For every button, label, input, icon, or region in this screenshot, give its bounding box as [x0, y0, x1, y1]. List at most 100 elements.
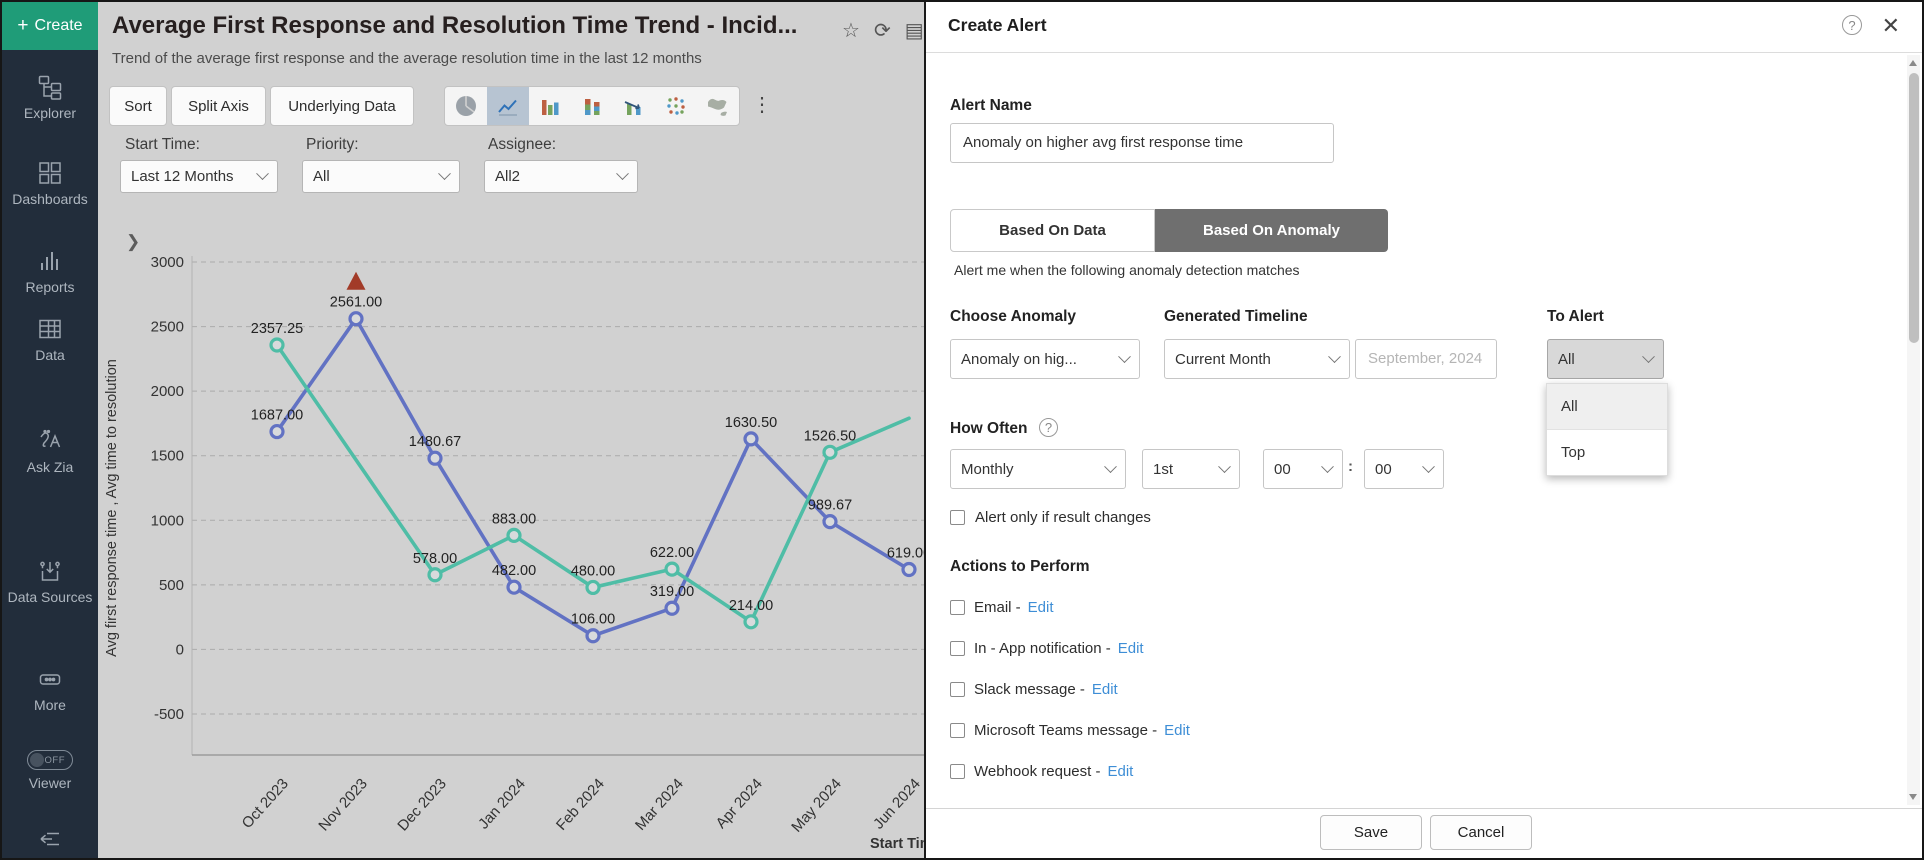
svg-text:1687.00: 1687.00	[251, 408, 303, 424]
map-chart-icon[interactable]	[697, 87, 739, 125]
panel-title: Create Alert	[948, 15, 1047, 35]
filter-priority-label: Priority:	[306, 136, 359, 153]
alert-only-checkbox[interactable]	[950, 510, 965, 525]
page-title: Average First Response and Resolution Ti…	[112, 12, 798, 39]
svg-text:1500: 1500	[151, 448, 184, 465]
assignee-select[interactable]: All2	[484, 160, 638, 193]
generated-timeline-select[interactable]: Current Month	[1164, 339, 1350, 379]
to-alert-dropdown-menu: All Top	[1546, 383, 1668, 476]
day-select[interactable]: 1st	[1142, 449, 1240, 489]
sidebar-item-label: More	[34, 697, 66, 713]
sidebar: + Create Explorer Dashboards Reports	[2, 2, 98, 858]
to-alert-option[interactable]: All	[1547, 384, 1667, 430]
data-sources-icon	[40, 561, 60, 581]
choose-anomaly-select[interactable]: Anomaly on hig...	[950, 339, 1140, 379]
sidebar-item-ask-zia[interactable]: Ask Zia	[2, 428, 98, 476]
scatter-chart-icon[interactable]	[655, 87, 697, 125]
edit-link[interactable]: Edit	[1107, 763, 1134, 780]
sidebar-item-viewer[interactable]: OFF Viewer	[2, 750, 98, 792]
scroll-down-arrow[interactable]	[1909, 794, 1917, 800]
explorer-icon	[38, 75, 62, 100]
sidebar-item-dashboards[interactable]: Dashboards	[2, 160, 98, 208]
cancel-button[interactable]: Cancel	[1430, 815, 1532, 850]
generated-timeline-value: Current Month	[1175, 350, 1271, 368]
split-axis-button[interactable]: Split Axis	[171, 86, 266, 126]
svg-text:1000: 1000	[151, 512, 184, 529]
minute-select[interactable]: 00	[1364, 449, 1444, 489]
edit-link[interactable]: Edit	[1117, 640, 1144, 657]
frequency-select[interactable]: Monthly	[950, 449, 1126, 489]
frequency-value: Monthly	[961, 460, 1014, 478]
reports-icon	[41, 252, 58, 270]
timeline-date-input[interactable]: September, 2024	[1355, 339, 1497, 379]
sidebar-item-explorer[interactable]: Explorer	[2, 74, 98, 122]
tab-based-on-data[interactable]: Based On Data	[950, 209, 1155, 252]
action-checkbox[interactable]	[950, 764, 965, 779]
sidebar-item-data-sources[interactable]: Data Sources	[2, 558, 98, 606]
trend-line-chart: 3000 2500 2000 1500 1000 500 0 -500 Oct 2023 Nov …	[104, 254, 996, 852]
edit-link[interactable]: Edit	[1091, 681, 1118, 698]
data-table-icon	[39, 319, 61, 339]
edit-link[interactable]: Edit	[1164, 722, 1190, 739]
svg-text:319.00: 319.00	[650, 584, 694, 600]
refresh-icon[interactable]: ⟳	[873, 20, 891, 42]
create-button[interactable]: + Create	[2, 2, 98, 50]
chevron-down-icon	[1321, 459, 1334, 473]
toolbar-overflow-icon[interactable]: ⋮	[752, 94, 772, 116]
pie-chart-icon[interactable]	[445, 87, 487, 125]
alert-name-input[interactable]: Anomaly on higher avg first response tim…	[950, 123, 1334, 163]
chevron-down-icon	[1422, 459, 1435, 473]
sidebar-item-label: Dashboards	[12, 191, 88, 207]
action-checkbox[interactable]	[950, 641, 965, 656]
edit-link[interactable]: Edit	[1027, 599, 1054, 616]
chart-type-strip	[444, 86, 740, 126]
how-often-label: How Often	[950, 420, 1028, 437]
to-alert-select[interactable]: All	[1547, 339, 1664, 379]
chevron-down-icon	[438, 167, 451, 181]
start-time-select[interactable]: Last 12 Months	[120, 160, 278, 193]
action-checkbox[interactable]	[950, 723, 965, 738]
viewer-toggle[interactable]: OFF	[27, 750, 73, 770]
scroll-up-arrow[interactable]	[1909, 60, 1917, 66]
action-checkbox[interactable]	[950, 600, 965, 615]
page-subtitle: Trend of the average first response and …	[112, 50, 702, 67]
svg-text:482.00: 482.00	[492, 563, 536, 579]
svg-text:0: 0	[176, 641, 184, 658]
underlying-data-button[interactable]: Underlying Data	[270, 86, 414, 126]
panel-scrollbar[interactable]	[1907, 55, 1920, 805]
sidebar-item-more[interactable]: More	[2, 666, 98, 714]
slideshow-icon[interactable]: ▤	[904, 20, 924, 42]
favorite-star-icon[interactable]: ☆	[842, 20, 860, 42]
tab-based-on-anomaly[interactable]: Based On Anomaly	[1155, 209, 1388, 252]
svg-text:Jun 2024: Jun 2024	[870, 775, 924, 832]
svg-text:106.00: 106.00	[571, 612, 615, 628]
bar-chart-icon[interactable]	[529, 87, 571, 125]
chevron-down-icon	[1218, 459, 1231, 473]
svg-text:2000: 2000	[151, 383, 184, 400]
sidebar-item-data[interactable]: Data	[2, 316, 98, 364]
svg-text:989.67: 989.67	[808, 498, 852, 514]
expand-axis-chevron-icon[interactable]: ❯	[126, 232, 141, 251]
scrollbar-thumb[interactable]	[1908, 73, 1919, 343]
action-checkbox[interactable]	[950, 682, 965, 697]
hour-select[interactable]: 00	[1263, 449, 1343, 489]
save-button[interactable]: Save	[1320, 815, 1422, 850]
to-alert-option[interactable]: Top	[1561, 444, 1586, 461]
svg-text:Feb 2024: Feb 2024	[553, 775, 608, 833]
toggle-knob	[30, 752, 44, 767]
svg-text:622.00: 622.00	[650, 545, 694, 561]
sort-button[interactable]: Sort	[109, 86, 167, 126]
stacked-bar-icon[interactable]	[571, 87, 613, 125]
priority-select[interactable]: All	[302, 160, 460, 193]
combo-chart-icon[interactable]	[613, 87, 655, 125]
help-icon[interactable]: ?	[1842, 15, 1862, 35]
collapse-arrow-icon	[40, 832, 59, 846]
chevron-down-icon	[616, 167, 629, 181]
sidebar-item-reports[interactable]: Reports	[2, 248, 98, 296]
action-label: In - App notification - Edit	[974, 640, 1144, 657]
line-chart-icon[interactable]	[487, 87, 529, 125]
close-icon[interactable]: ✕	[1881, 13, 1900, 38]
how-often-help-icon[interactable]: ?	[1039, 418, 1058, 437]
sidebar-collapse-button[interactable]	[2, 826, 98, 852]
action-label: Email - Edit	[974, 599, 1054, 616]
